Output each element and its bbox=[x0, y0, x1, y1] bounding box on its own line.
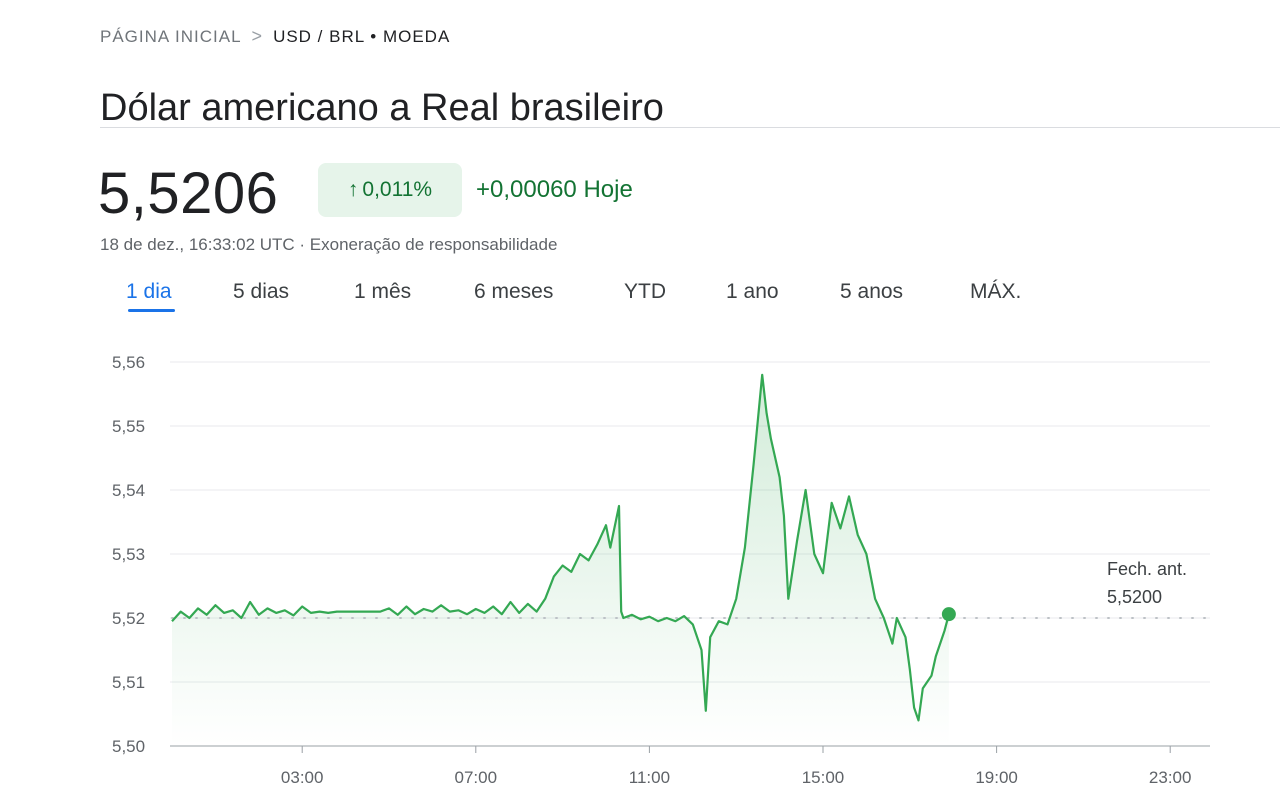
tab-1-ano[interactable]: 1 ano bbox=[726, 280, 779, 303]
range-tabs: 1 dia 5 dias 1 mês 6 meses YTD 1 ano 5 a… bbox=[100, 280, 1100, 320]
x-tick-label: 03:00 bbox=[281, 768, 324, 787]
y-tick-label: 5,54 bbox=[112, 481, 145, 500]
change-absolute: +0,00060 Hoje bbox=[476, 176, 633, 203]
y-tick-label: 5,53 bbox=[112, 545, 145, 564]
divider bbox=[100, 127, 1280, 128]
previous-close-label: Fech. ant. bbox=[1107, 559, 1187, 579]
price-area-fill bbox=[172, 374, 949, 746]
previous-close-value: 5,5200 bbox=[1107, 587, 1162, 607]
current-price-dot bbox=[941, 607, 956, 622]
active-tab-indicator bbox=[128, 309, 175, 312]
price-line bbox=[171, 373, 950, 722]
tab-5-anos[interactable]: 5 anos bbox=[840, 280, 904, 303]
chart-area bbox=[172, 374, 949, 746]
page-title: Dólar americano a Real brasileiro bbox=[100, 87, 664, 130]
arrow-up-icon: ↑ bbox=[347, 178, 359, 201]
y-tick-label: 5,51 bbox=[112, 673, 145, 692]
x-tick-label: 07:00 bbox=[455, 768, 498, 787]
y-tick-label: 5,50 bbox=[112, 737, 145, 756]
x-tick-label: 23:00 bbox=[1149, 768, 1192, 787]
y-tick-label: 5,55 bbox=[112, 417, 145, 436]
tab-1-mes[interactable]: 1 mês bbox=[354, 280, 412, 303]
chevron-right-icon: > bbox=[251, 26, 264, 46]
current-price: 5,5206 bbox=[98, 161, 279, 226]
chart-labels: 5,56 5,55 5,54 5,53 5,52 5,51 5,50 03:00 07:00 11… bbox=[112, 353, 1191, 787]
timestamp: 18 de dez., 16:33:02 UTC bbox=[100, 235, 295, 254]
tab-ytd[interactable]: YTD bbox=[624, 280, 666, 303]
y-tick-label: 5,52 bbox=[112, 609, 145, 628]
tab-max[interactable]: MÁX. bbox=[970, 280, 1022, 303]
timestamp-separator: · bbox=[294, 235, 310, 254]
tab-1-dia[interactable]: 1 dia bbox=[126, 280, 172, 303]
chart-line-layer bbox=[171, 373, 956, 722]
tab-5-dias[interactable]: 5 dias bbox=[233, 280, 290, 303]
tab-6-meses[interactable]: 6 meses bbox=[474, 280, 554, 303]
x-tick-label: 19:00 bbox=[975, 768, 1018, 787]
change-percent-badge: ↑ 0,011% bbox=[318, 163, 462, 217]
breadcrumb-current: USD / BRL • MOEDA bbox=[273, 26, 451, 46]
x-tick-label: 15:00 bbox=[802, 768, 845, 787]
disclaimer-link[interactable]: Exoneração de responsabilidade bbox=[309, 235, 558, 254]
breadcrumb-home-link[interactable]: PÁGINA INICIAL bbox=[100, 26, 242, 46]
y-tick-label: 5,56 bbox=[112, 353, 145, 372]
breadcrumb: PÁGINA INICIAL > USD / BRL • MOEDA bbox=[100, 26, 450, 47]
timestamp-line: 18 de dez., 16:33:02 UTC · Exoneração de… bbox=[100, 235, 557, 255]
x-tick-label: 11:00 bbox=[629, 768, 670, 787]
change-percent: 0,011% bbox=[362, 178, 433, 201]
